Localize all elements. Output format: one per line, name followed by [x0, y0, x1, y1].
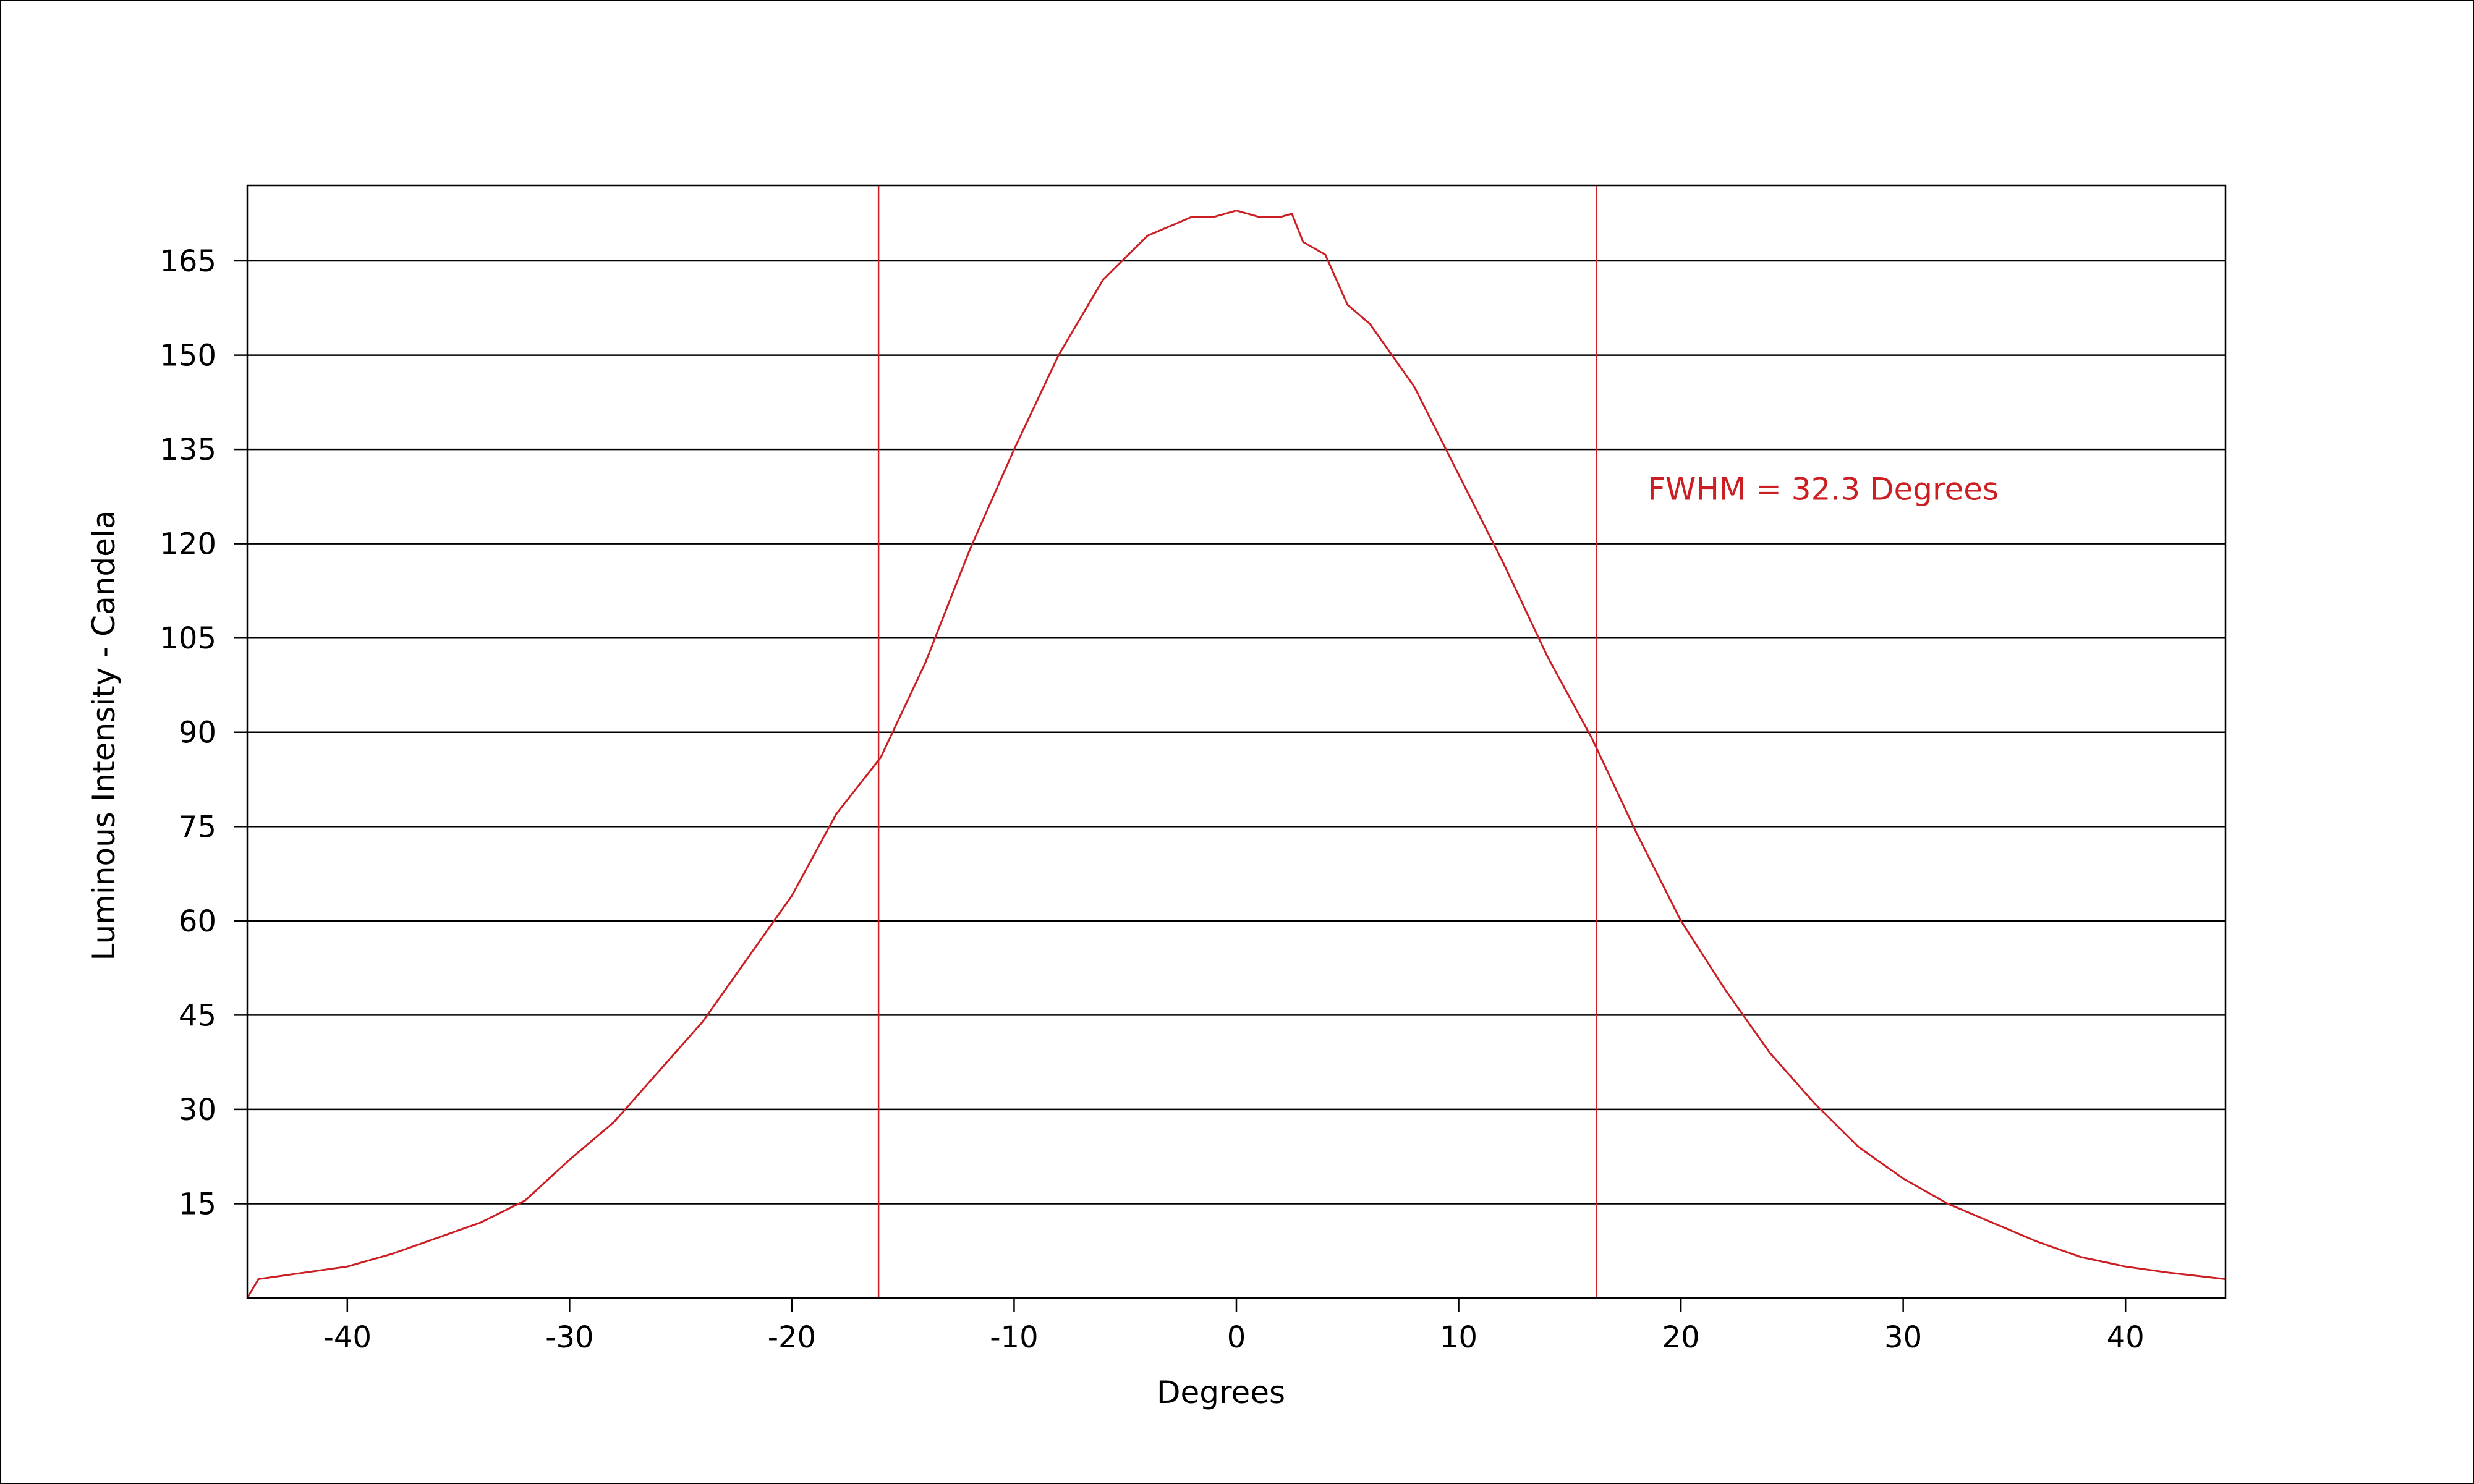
- y-tick-label-120: 120: [159, 527, 216, 562]
- x-axis-ticks: -40 -30 -20 -10 0 10 20 30 40: [323, 1298, 2145, 1355]
- y-tick-label-150: 150: [159, 339, 216, 373]
- x-tick-label-0: 0: [1227, 1320, 1246, 1355]
- fwhm-annotation: FWHM = 32.3 Degrees: [1647, 471, 1999, 507]
- y-tick-label-45: 45: [179, 998, 216, 1033]
- x-tick-label-30: 30: [1884, 1320, 1922, 1355]
- y-tick-label-30: 30: [179, 1093, 216, 1127]
- x-tick-label--40: -40: [323, 1320, 372, 1355]
- y-tick-label-90: 90: [179, 716, 216, 750]
- x-tick-label-40: 40: [2107, 1320, 2145, 1355]
- grid-lines: [247, 260, 2225, 1205]
- plot-area-border: [246, 184, 2227, 1299]
- series-layer: [246, 210, 2226, 1299]
- y-axis-ticks: 15 30 45 60 75 90 105 120 135 150 165: [159, 244, 247, 1221]
- y-tick-label-105: 105: [159, 621, 216, 656]
- fwhm-markers: [877, 185, 1597, 1298]
- x-tick-label--30: -30: [545, 1320, 593, 1355]
- y-tick-label-75: 75: [179, 810, 216, 844]
- x-tick-label--20: -20: [768, 1320, 816, 1355]
- series-line-0: [246, 210, 2226, 1299]
- y-tick-label-165: 165: [159, 244, 216, 279]
- y-tick-label-15: 15: [179, 1187, 216, 1221]
- x-tick-label-20: 20: [1662, 1320, 1700, 1355]
- y-axis-title: Luminous Intensity - Candela: [86, 511, 122, 961]
- y-tick-label-135: 135: [159, 433, 216, 467]
- y-tick-label-60: 60: [179, 904, 216, 939]
- x-tick-label-10: 10: [1440, 1320, 1477, 1355]
- x-tick-label--10: -10: [990, 1320, 1038, 1355]
- x-axis-title: Degrees: [1157, 1375, 1285, 1410]
